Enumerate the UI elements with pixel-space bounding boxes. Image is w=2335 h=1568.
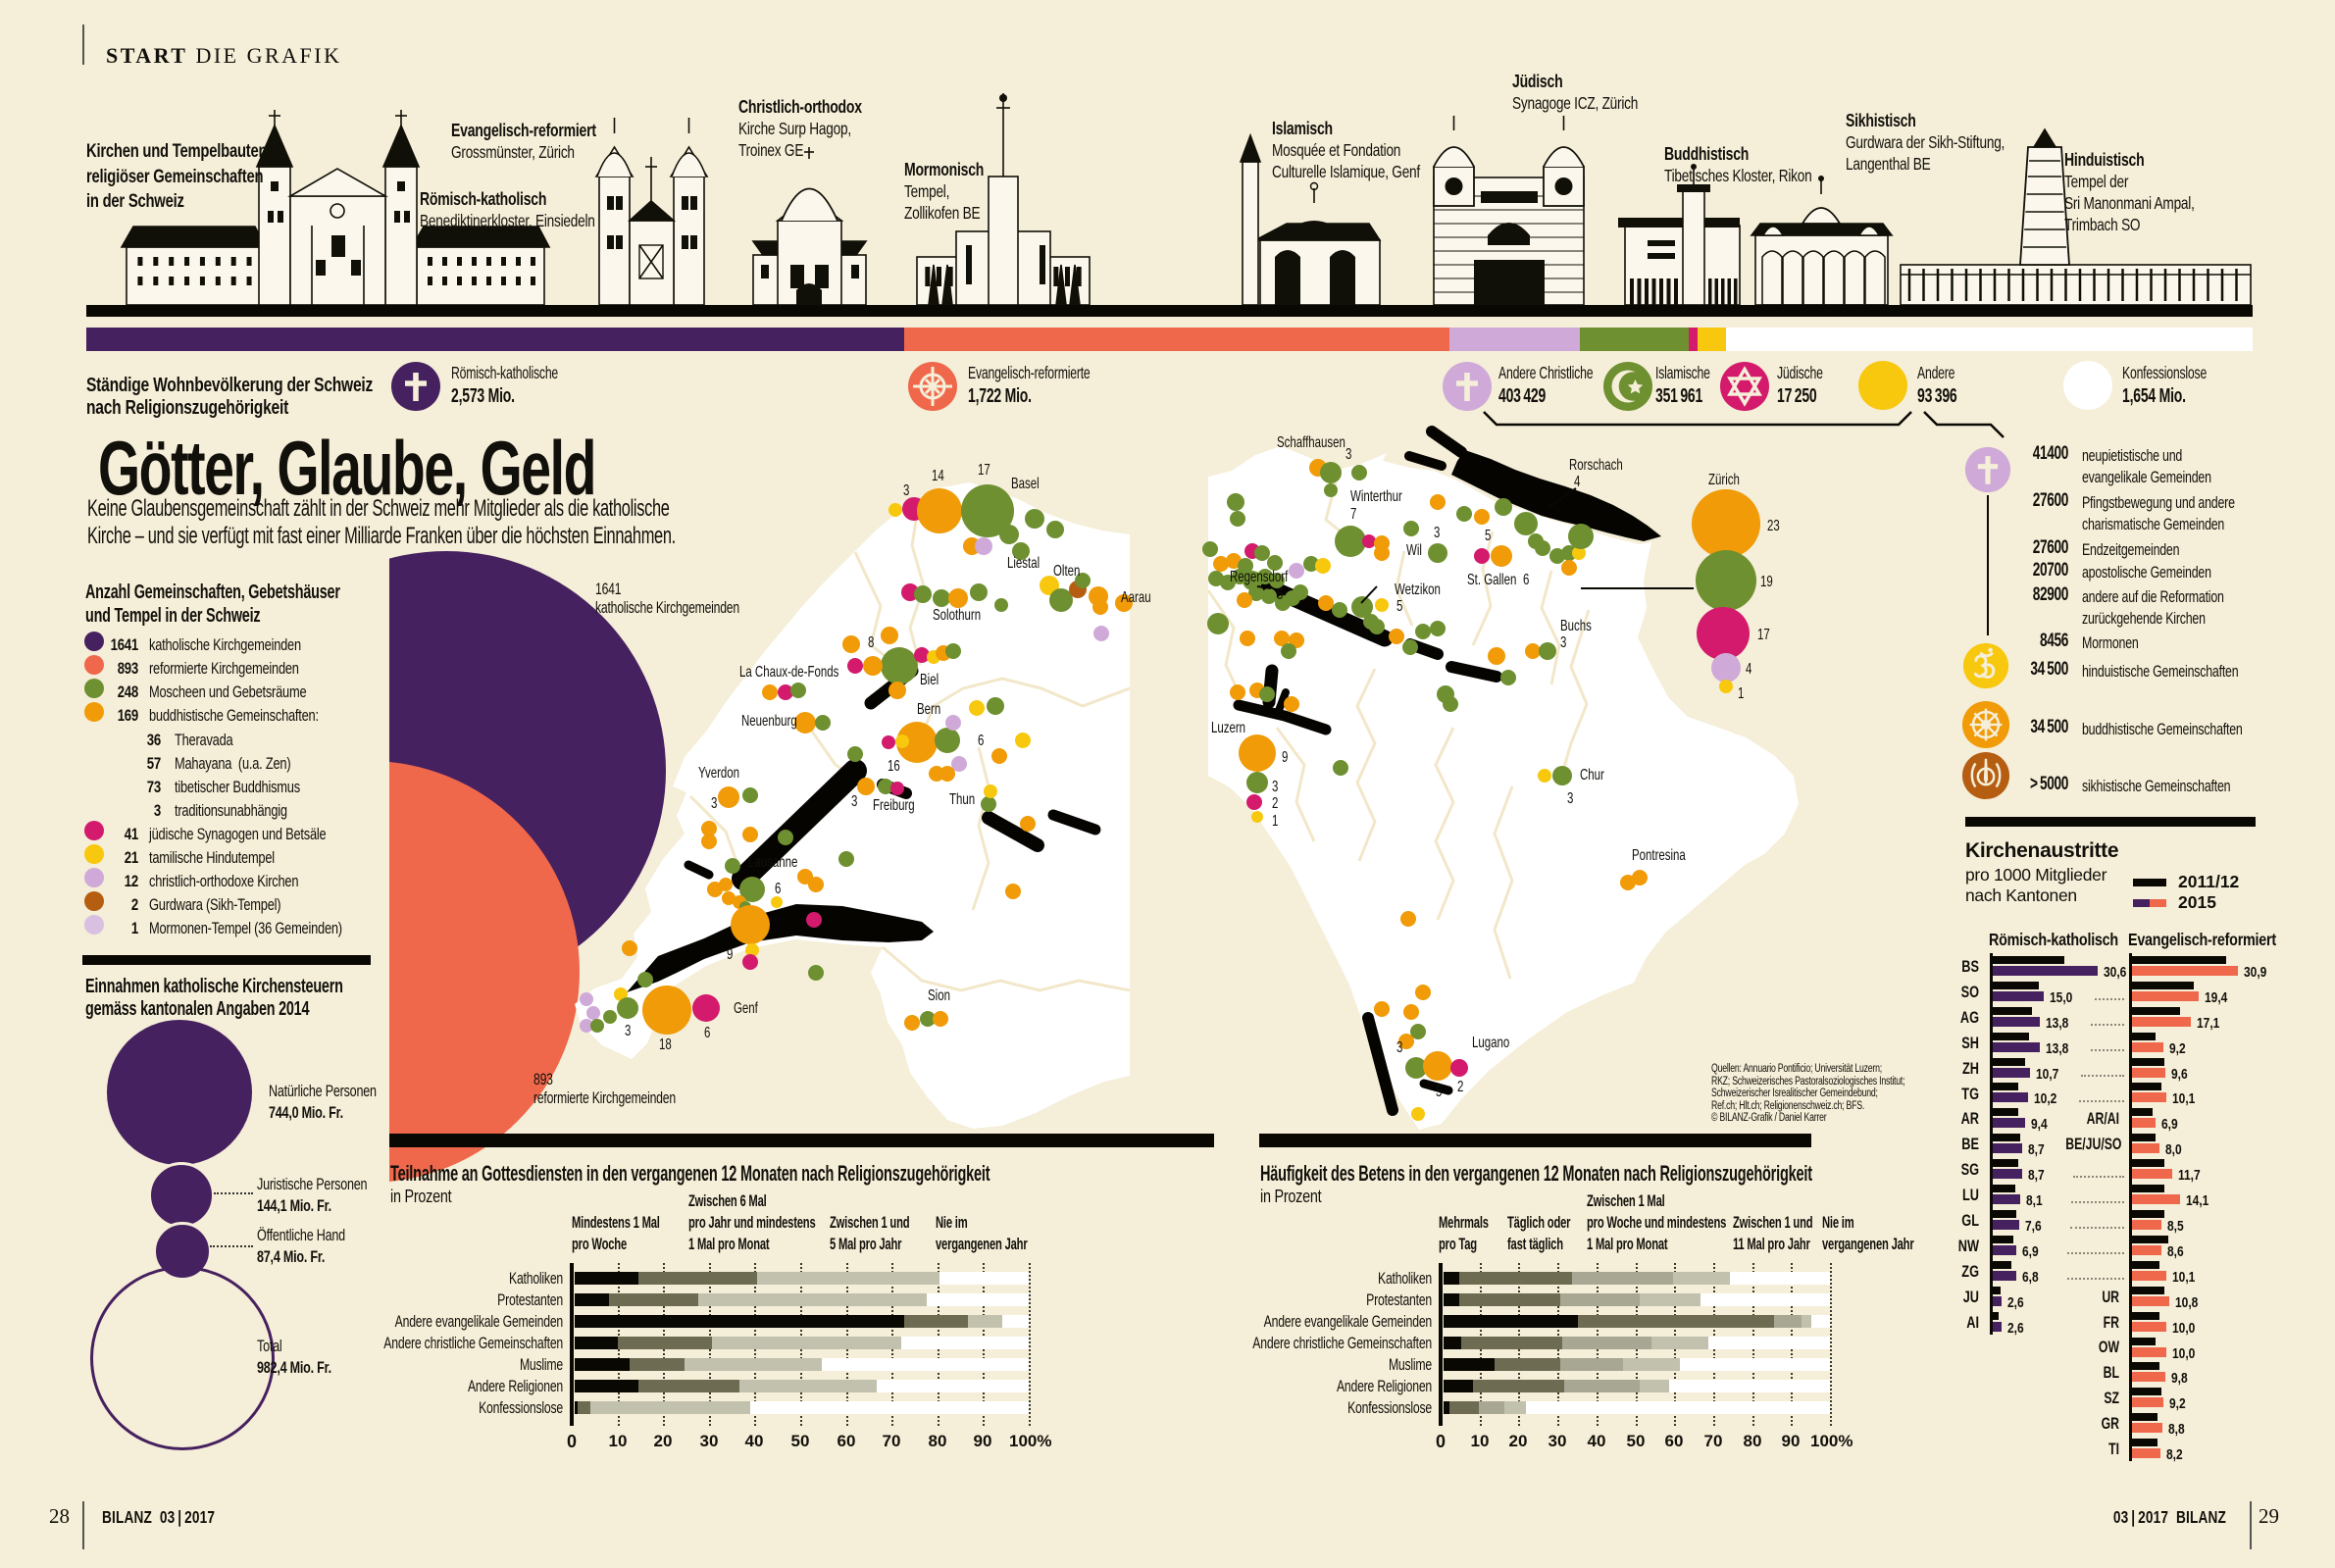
svg-text:Bern: Bern [917,700,940,717]
svg-text:9: 9 [1282,748,1288,765]
svg-text:2: 2 [1272,794,1278,811]
svg-text:Zürich: Zürich [1708,471,1740,487]
svg-text:St. Gallen: St. Gallen [1467,571,1516,587]
svg-text:Yverdon: Yverdon [698,764,739,781]
svg-text:Rorschach: Rorschach [1569,456,1623,473]
svg-text:3: 3 [1567,789,1573,806]
svg-text:3: 3 [903,481,909,498]
svg-text:Biel: Biel [920,671,939,687]
svg-text:Olten: Olten [1053,562,1080,579]
svg-text:6: 6 [704,1024,710,1040]
svg-text:Buchs: Buchs [1560,617,1592,633]
svg-text:23: 23 [1767,517,1780,533]
svg-text:Liestal: Liestal [1007,554,1040,571]
svg-text:5: 5 [1436,1083,1442,1099]
svg-text:7: 7 [1350,505,1356,522]
svg-text:5: 5 [1485,527,1491,543]
svg-text:4: 4 [1574,473,1581,489]
svg-text:2: 2 [1457,1078,1463,1094]
svg-text:5: 5 [1396,597,1402,614]
svg-text:1: 1 [1738,684,1744,701]
svg-text:Sion: Sion [928,986,950,1003]
svg-text:6: 6 [978,732,984,748]
svg-text:Genf: Genf [734,999,758,1016]
svg-text:18: 18 [659,1036,672,1052]
svg-text:Luzern: Luzern [1211,719,1245,735]
svg-text:14: 14 [932,467,944,483]
svg-text:Schaffhausen: Schaffhausen [1277,433,1345,450]
svg-text:Wil: Wil [1406,541,1422,558]
svg-text:8: 8 [868,633,874,650]
svg-text:5: 5 [1277,585,1283,602]
svg-text:3: 3 [1272,778,1278,794]
svg-text:3: 3 [1560,633,1566,650]
svg-text:17: 17 [978,461,990,478]
svg-text:17: 17 [1757,626,1770,642]
svg-text:Chur: Chur [1580,766,1604,783]
svg-text:3: 3 [625,1022,631,1038]
svg-text:Solothurn: Solothurn [933,606,981,623]
svg-text:La Chaux-de-Fonds: La Chaux-de-Fonds [739,663,838,680]
svg-text:Freiburg: Freiburg [873,796,915,813]
svg-text:6: 6 [1523,571,1529,587]
svg-text:3: 3 [1345,445,1351,462]
svg-text:3: 3 [851,792,857,809]
svg-text:Lausanne: Lausanne [748,853,797,870]
svg-text:4: 4 [1746,660,1752,677]
svg-text:3: 3 [1396,1038,1402,1055]
svg-text:19: 19 [1760,573,1773,589]
svg-text:Basel: Basel [1011,475,1040,491]
svg-text:16: 16 [888,757,900,774]
svg-text:Neuenburg: Neuenburg [741,712,797,729]
svg-text:Thun: Thun [949,790,975,807]
svg-text:Aarau: Aarau [1121,588,1151,605]
svg-text:9: 9 [727,945,733,962]
svg-text:Regensdorf: Regensdorf [1230,568,1288,584]
svg-text:1: 1 [1272,812,1278,829]
svg-text:Pontresina: Pontresina [1632,846,1686,863]
svg-text:3: 3 [1434,524,1440,540]
svg-text:Lugano: Lugano [1472,1034,1509,1050]
svg-text:3: 3 [711,794,717,811]
svg-text:Winterthur: Winterthur [1350,487,1402,504]
svg-text:6: 6 [775,880,781,896]
svg-text:Wetzikon: Wetzikon [1395,581,1441,597]
